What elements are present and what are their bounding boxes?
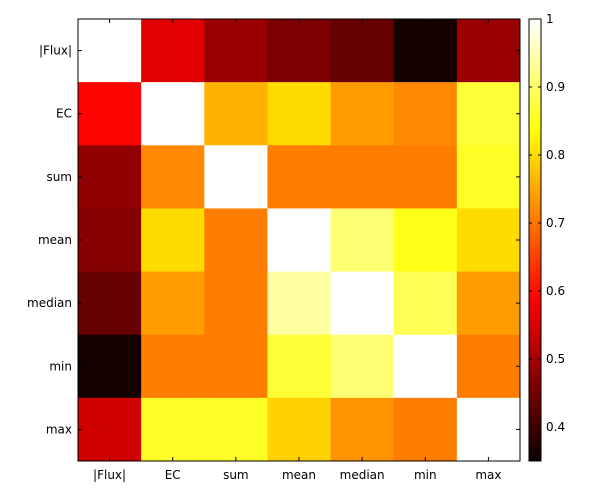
y-tick-label: EC [56,107,72,121]
heatmap-cell-1-3 [267,82,332,146]
heatmap-cell-0-4 [330,19,395,83]
heatmap-cell-0-2 [204,19,268,83]
colorbar-tick-label: 0.4 [546,420,565,434]
colorbar-tick-label: 0.5 [546,352,565,366]
heatmap-cell-3-2 [204,208,268,273]
x-tick-label: |Flux| [93,468,126,482]
colorbar-tick-label: 0.8 [546,148,565,162]
heatmap-cell-2-6 [456,145,521,209]
heatmap-cell-0-0 [78,19,142,83]
heatmap-cell-1-6 [456,82,521,146]
heatmap-cell-5-4 [330,334,395,399]
x-tick-label: mean [282,468,316,482]
heatmap-cell-4-2 [204,271,268,336]
heatmap-cell-1-4 [330,82,395,146]
y-tick-label: min [49,359,72,373]
x-axis: |Flux| EC sum mean median min max [93,19,502,482]
heatmap-cell-2-3 [267,145,332,209]
heatmap-cell-1-0 [78,82,142,146]
heatmap-cell-3-5 [393,208,458,273]
heatmap-cell-5-0 [78,334,142,399]
heatmap-cell-1-1 [141,82,205,146]
heatmap-cell-5-3 [267,334,332,399]
colorbar [528,18,542,462]
x-tick-label: EC [165,468,181,482]
y-tick-label: |Flux| [39,44,72,58]
y-axis: |Flux| EC sum mean median min max [27,44,520,436]
heatmap-cell-6-4 [330,397,395,462]
heatmap-cell-2-1 [141,145,205,209]
heatmap-cell-6-1 [141,397,205,462]
colorbar-gradient [528,18,542,462]
heatmap-cell-6-5 [393,397,458,462]
heatmap-cell-0-6 [456,19,521,83]
y-tick-label: mean [38,233,72,247]
heatmap-cell-5-1 [141,334,205,399]
heatmap-cell-0-3 [267,19,332,83]
heatmap-cell-6-2 [204,397,268,462]
heatmap-cell-2-5 [393,145,458,209]
heatmap-cell-5-2 [204,334,268,399]
heatmap-cell-6-6 [456,397,521,462]
heatmap-cell-3-3 [267,208,332,273]
heatmap-cells [78,19,521,462]
heatmap-cell-0-1 [141,19,205,83]
heatmap-cell-4-3 [267,271,332,336]
heatmap-cell-0-5 [393,19,458,83]
colorbar-tick-label: 0.7 [546,216,565,230]
heatmap-cell-4-1 [141,271,205,336]
heatmap-cell-5-6 [456,334,521,399]
heatmap-cell-1-5 [393,82,458,146]
heatmap-cell-4-5 [393,271,458,336]
x-tick-label: median [340,468,385,482]
heatmap-cell-4-6 [456,271,521,336]
heatmap-cell-3-1 [141,208,205,273]
heatmap-cell-3-6 [456,208,521,273]
y-tick-label: max [46,422,72,436]
heatmap-cell-5-5 [393,334,458,399]
heatmap-cell-2-2 [204,145,268,209]
heatmap-cell-3-0 [78,208,142,273]
x-tick-label: min [414,468,437,482]
colorbar-ticks: 0.4 0.5 0.6 0.7 0.8 0.9 1 [529,12,565,434]
heatmap-cell-2-0 [78,145,142,209]
colorbar-tick-label: 1 [546,12,554,26]
heatmap-cell-4-4 [330,271,395,336]
x-tick-label: sum [223,468,249,482]
heatmap-cell-2-4 [330,145,395,209]
colorbar-tick-label: 0.6 [546,284,565,298]
heatmap-cell-3-4 [330,208,395,273]
y-tick-label: median [27,296,72,310]
heatmap-cell-4-0 [78,271,142,336]
y-tick-label: sum [46,170,72,184]
x-tick-label: max [475,468,501,482]
colorbar-tick-label: 0.9 [546,80,565,94]
heatmap-cell-1-2 [204,82,268,146]
heatmap-cell-6-0 [78,397,142,462]
heatmap-cell-6-3 [267,397,332,462]
